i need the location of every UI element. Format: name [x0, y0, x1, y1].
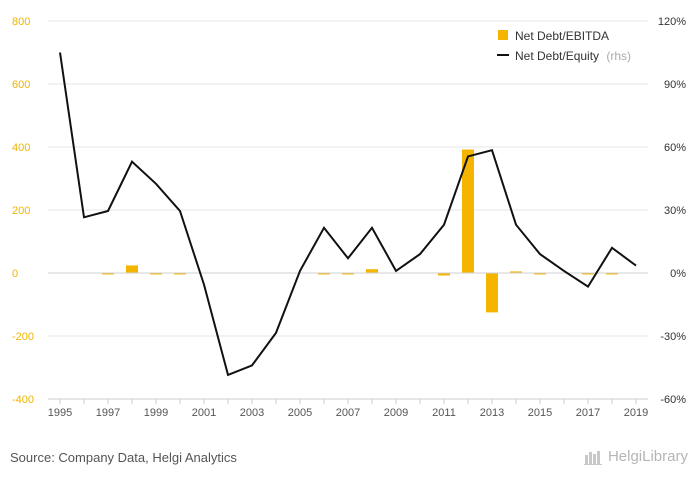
left-tick-label: -200	[12, 331, 34, 343]
chart: -400 -200 0 200 400 600 800 -60% -30% 0% 30% 60% 90…	[12, 16, 686, 419]
left-axis-ticks: -400 -200 0 200 400 600 800	[12, 16, 34, 406]
bars-net-debt-ebitda	[102, 149, 618, 313]
bar-net-debt-ebitda	[102, 273, 114, 275]
x-tick-label: 1997	[96, 407, 120, 419]
right-axis-ticks: -60% -30% 0% 30% 60% 90% 120%	[658, 16, 686, 406]
bar-net-debt-ebitda	[486, 273, 498, 313]
x-tick-label: 2019	[624, 407, 648, 419]
right-tick-label: 0%	[670, 268, 686, 280]
legend-label-net-debt-ebitda: Net Debt/EBITDA	[515, 29, 609, 43]
svg-text:Net Debt/Equity (rhs): Net Debt/Equity (rhs)	[515, 49, 631, 63]
left-tick-label: 200	[12, 205, 30, 217]
bar-net-debt-ebitda	[366, 269, 378, 273]
bar-net-debt-ebitda	[438, 273, 450, 276]
left-tick-label: 600	[12, 79, 30, 91]
x-tick-label: 2007	[336, 407, 360, 419]
right-tick-label: 30%	[664, 205, 686, 217]
x-tick-label: 2017	[576, 407, 600, 419]
x-tick-label: 2005	[288, 407, 312, 419]
source-footer: Source: Company Data, Helgi Analytics	[10, 450, 237, 465]
brand-name: HelgiLibrary	[607, 448, 688, 465]
right-tick-label: 90%	[664, 79, 686, 91]
bar-net-debt-ebitda	[510, 271, 522, 273]
x-tick-label: 2011	[432, 407, 456, 419]
right-tick-label: -30%	[660, 331, 686, 343]
right-tick-label: 120%	[658, 16, 686, 28]
x-tick-label: 1999	[144, 407, 168, 419]
gridlines	[48, 20, 648, 400]
legend-label-net-debt-equity: Net Debt/Equity	[515, 49, 599, 63]
x-tick-label: 2009	[384, 407, 408, 419]
bar-net-debt-ebitda	[462, 149, 474, 273]
left-tick-label: 0	[12, 268, 18, 280]
right-tick-label: 60%	[664, 142, 686, 154]
left-tick-label: 400	[12, 142, 30, 154]
left-tick-label: 800	[12, 16, 30, 28]
line-net-debt-equity	[59, 52, 637, 377]
bar-net-debt-ebitda	[534, 273, 546, 275]
legend-note-rhs: (rhs)	[606, 49, 631, 63]
bar-net-debt-ebitda	[318, 273, 330, 275]
right-tick-label: -60%	[660, 394, 686, 406]
x-tick-label: 2015	[528, 407, 552, 419]
bar-net-debt-ebitda	[582, 273, 594, 275]
left-tick-label: -400	[12, 394, 34, 406]
x-axis: 1995 1997 1999 2001 2003 2005 2007 2009 2011 2013…	[48, 398, 648, 419]
bar-net-debt-ebitda	[126, 265, 138, 273]
brand-logo[interactable]: HelgiLibrary	[583, 448, 688, 465]
bar-net-debt-ebitda	[342, 273, 354, 275]
bar-net-debt-ebitda	[606, 273, 618, 275]
legend-swatch-net-debt-ebitda	[498, 30, 508, 40]
bar-net-debt-ebitda	[174, 273, 186, 275]
x-tick-label: 1995	[48, 407, 72, 419]
x-tick-label: 2013	[480, 407, 504, 419]
x-tick-label: 2003	[240, 407, 264, 419]
legend: Net Debt/EBITDA Net Debt/Equity (rhs)	[497, 29, 631, 63]
library-icon	[583, 450, 602, 465]
x-tick-label: 2001	[192, 407, 216, 419]
bar-net-debt-ebitda	[150, 273, 162, 275]
